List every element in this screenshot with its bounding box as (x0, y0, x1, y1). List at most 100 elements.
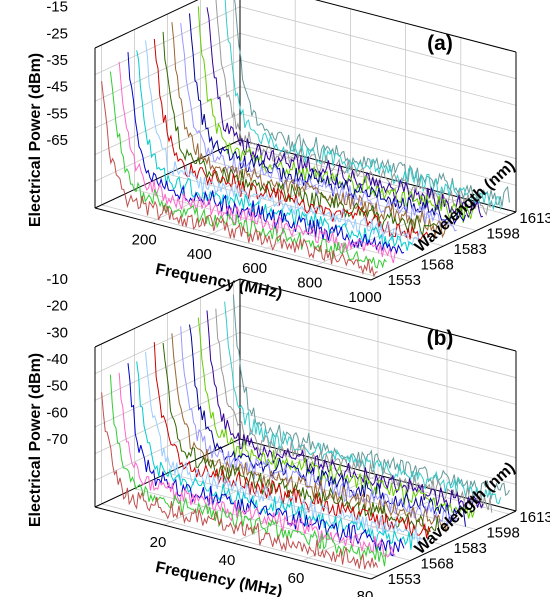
series-line-1593 (189, 324, 466, 527)
y-tick-label: 1598 (486, 525, 519, 542)
series-line-1613 (232, 294, 510, 501)
series-line-1605 (215, 308, 493, 513)
z-tick-label: -70 (46, 431, 68, 448)
series-line-1561 (118, 61, 396, 264)
grid-line (239, 6, 517, 80)
grid-line (233, 441, 510, 515)
grid-line (239, 32, 517, 106)
grid-line (94, 358, 241, 428)
x-tick-label: 80 (357, 588, 374, 597)
series-line-1569 (136, 361, 414, 550)
series-line-1553 (101, 81, 378, 278)
x-tick-label: 40 (219, 552, 236, 569)
series-line-1553 (101, 392, 379, 570)
series-line-1581 (162, 342, 440, 537)
axis-edge (94, 278, 241, 348)
axis-edge (239, 438, 517, 512)
series-group (101, 294, 510, 570)
grid-line (239, 385, 517, 459)
grid-line (239, 331, 517, 405)
z-tick-label: -50 (46, 378, 68, 395)
grid-line (101, 204, 378, 278)
series-line-1609 (224, 0, 502, 211)
series-line-1557 (109, 71, 387, 269)
series-line-1601 (206, 7, 484, 219)
z-tick-label: -30 (46, 324, 68, 341)
z-axis-label: Electrical Power (dBm) (27, 53, 44, 227)
series-line-1577 (153, 342, 431, 539)
grid-line (239, 112, 517, 186)
panel-b: -10-20-30-40-50-60-702040608015531568158… (27, 271, 550, 597)
y-tick-label: 1613 (519, 210, 550, 227)
grid-line (239, 411, 517, 485)
series-line-1565 (127, 363, 405, 557)
axes-box (94, 0, 517, 281)
series-group (101, 0, 510, 278)
series-line-1581 (162, 31, 440, 237)
z-tick-label: -25 (46, 25, 68, 42)
grid-line (239, 59, 517, 133)
x-tick-label: 1000 (348, 289, 381, 306)
series-line-1613 (234, 0, 510, 207)
series-line-1585 (171, 333, 449, 534)
axis-edge (94, 139, 241, 209)
axis-edge (314, 0, 517, 53)
series-line-1609 (224, 301, 502, 505)
y-tick-label: 1553 (388, 571, 421, 588)
z-tick-label: -65 (46, 132, 68, 149)
grid-line (94, 32, 241, 102)
axis-edge (370, 510, 517, 580)
axis-edge (94, 207, 372, 281)
y-tick-label: 1553 (388, 272, 421, 289)
y-tick-label: 1568 (421, 256, 454, 273)
grid-line (94, 86, 241, 156)
series-line-1569 (136, 50, 414, 251)
axis-edge (94, 506, 372, 580)
grid-line (94, 331, 241, 401)
grid-line (101, 503, 378, 577)
z-tick-label: -45 (46, 79, 68, 96)
grid-line (239, 305, 517, 379)
x-tick-label: 200 (132, 231, 157, 248)
panel-label: (b) (427, 327, 454, 350)
series-line-1573 (145, 351, 422, 546)
z-axis-label: Electrical Power (dBm) (27, 353, 44, 527)
grid-line (239, 86, 517, 160)
x-tick-label: 400 (187, 246, 212, 263)
z-tick-label: -10 (46, 271, 68, 288)
panel-a: -5-15-25-35-45-55-6520040060080010001553… (27, 0, 550, 306)
x-tick-label: 800 (297, 275, 322, 292)
x-tick-label: 600 (242, 260, 267, 277)
x-tick-label: 60 (288, 570, 305, 587)
z-tick-label: -20 (46, 298, 68, 315)
series-line-1573 (145, 40, 422, 247)
grid-line (94, 385, 241, 455)
series-line-1601 (206, 310, 484, 513)
series-line-1561 (118, 372, 396, 558)
series-line-1593 (189, 13, 466, 225)
z-tick-label: -35 (46, 52, 68, 69)
z-tick-label: -55 (46, 105, 68, 122)
tick-labels: -5-15-25-35-45-55-6520040060080010001553… (46, 0, 550, 306)
series-line-1597 (197, 317, 475, 519)
axes-box (94, 278, 517, 580)
axis-edge (239, 278, 517, 352)
y-tick-label: 1583 (454, 241, 487, 258)
z-tick-label: -15 (46, 0, 68, 16)
x-tick-label: 20 (150, 534, 167, 551)
grid-line (94, 411, 241, 481)
axis-edge (94, 438, 241, 508)
series-line-1557 (109, 374, 387, 567)
z-tick-label: -40 (46, 351, 68, 368)
axis-edge (370, 211, 517, 281)
z-tick-label: -60 (46, 404, 68, 421)
y-tick-label: 1613 (519, 509, 550, 526)
grid-line (239, 358, 517, 432)
axis-edge (94, 0, 199, 49)
y-tick-label: 1568 (421, 555, 454, 572)
tick-labels: -10-20-30-40-50-60-702040608015531568158… (46, 271, 550, 597)
grid (94, 0, 517, 281)
series-line-1585 (171, 22, 449, 239)
y-tick-label: 1583 (454, 540, 487, 557)
